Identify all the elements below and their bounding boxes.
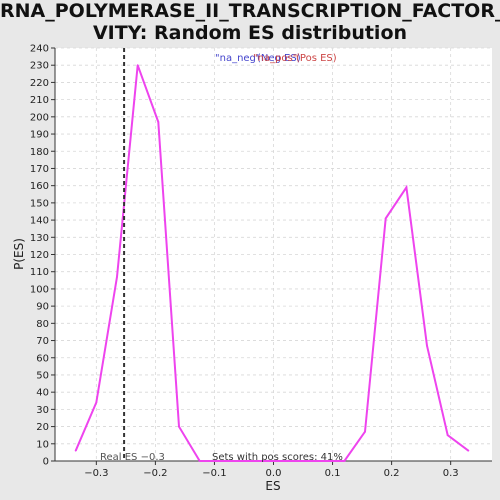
y-axis-label: P(ES) [12,238,26,270]
legend-entry: "na_neg" [215,53,261,64]
y-tick-label: 90 [36,302,49,313]
x-axis-label: ES [265,479,280,493]
y-tick-label: 230 [30,61,49,72]
y-tick-label: 0 [43,457,49,468]
y-tick-label: 40 [36,388,49,399]
data-point [281,460,284,462]
y-tick-label: 110 [30,267,49,278]
x-tick-label: −0.1 [202,468,226,479]
y-tick-label: 210 [30,95,49,106]
data-point [446,434,449,437]
data-point [74,449,77,452]
y-tick-label: 220 [30,78,49,89]
y-tick-label: 60 [36,353,49,364]
data-point [384,217,387,220]
y-tick-label: 70 [36,336,49,347]
x-tick-label: 0.3 [443,468,459,479]
legend-entry: (Pos ES) [296,53,337,64]
y-tick-label: 190 [30,130,49,141]
y-tick-label: 160 [30,181,49,192]
y-tick-label: 50 [36,370,49,381]
y-tick-label: 30 [36,405,49,416]
series-layer [74,64,470,462]
x-tick-label: −0.3 [84,468,108,479]
data-point [198,460,201,462]
data-point [467,449,470,452]
chart-title-line: VITY: Random ES distribution [92,22,408,44]
chart-title: RNA_POLYMERASE_II_TRANSCRIPTION_FACTOR_A… [0,0,500,44]
y-tick-label: 10 [36,439,49,450]
data-point [405,186,408,189]
x-tick-label: 0.2 [384,468,400,479]
data-point [157,121,160,123]
y-tick-label: 100 [30,284,49,295]
pos-scores-label: Sets with pos scores: 41% [212,452,343,463]
data-point [116,275,118,278]
legend-entry: "na_pos" [253,53,297,64]
data-point [426,344,428,347]
y-tick-label: 130 [30,233,49,244]
data-point [322,460,325,462]
data-point [302,460,304,462]
data-point [178,425,180,428]
y-tick-label: 80 [36,319,49,330]
data-point [219,460,222,462]
annotations: "na_neg"(Neg ES)"na_pos"(Pos ES) Real ES … [100,48,343,463]
series-line [74,64,469,462]
y-tick-label: 120 [30,250,49,261]
chart-title-line: RNA_POLYMERASE_II_TRANSCRIPTION_FACTOR_A… [0,0,500,22]
x-tick-label: −0.2 [143,468,167,479]
legend-entry: (Neg ES) [257,53,301,64]
data-point [260,460,263,462]
y-tick-label: 150 [30,198,49,209]
x-tick-label: 0.1 [325,468,341,479]
real-es-label: Real ES −0.3 [100,452,165,463]
y-tick-label: 240 [30,44,49,55]
y-tick-label: 180 [30,147,49,158]
y-tick-label: 200 [30,112,49,123]
data-point [136,64,139,67]
data-point [240,460,242,462]
y-tick-label: 20 [36,422,49,433]
data-point [95,401,98,404]
data-point [343,460,346,462]
data-point [364,430,366,433]
x-tick-label: 0.0 [266,468,282,479]
y-tick-label: 170 [30,164,49,175]
y-tick-label: 140 [30,216,49,227]
